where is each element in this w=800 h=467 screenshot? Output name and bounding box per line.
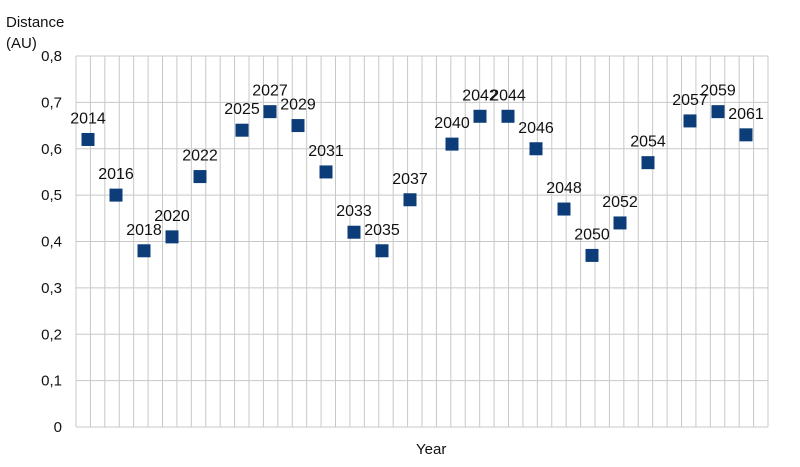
data-point	[81, 132, 95, 146]
data-point	[683, 114, 697, 128]
data-label: 2040	[434, 115, 470, 132]
data-label: 2025	[224, 101, 260, 118]
data-point	[403, 193, 417, 207]
data-label: 2027	[252, 83, 288, 100]
data-points	[81, 105, 753, 262]
data-label: 2057	[672, 92, 708, 109]
data-point	[109, 188, 123, 202]
y-axis-title-line-2: (AU)	[6, 35, 37, 52]
y-axis-title: Distance (AU)	[6, 12, 64, 54]
data-point	[529, 142, 543, 156]
y-tick-label: 0,4	[41, 234, 62, 251]
y-tick-label: 0,6	[41, 141, 62, 158]
data-label: 2020	[154, 208, 190, 225]
data-label: 2037	[392, 171, 428, 188]
data-label: 2029	[280, 97, 316, 114]
x-axis-title: Year	[416, 441, 447, 458]
data-label: 2022	[182, 148, 218, 165]
data-label: 2050	[574, 226, 610, 243]
data-point	[193, 170, 207, 184]
data-label: 2044	[490, 87, 526, 104]
y-tick-label: 0,5	[41, 187, 62, 204]
data-label: 2016	[98, 166, 134, 183]
grid	[75, 55, 769, 428]
data-point	[319, 165, 333, 179]
data-label: 2035	[364, 222, 400, 239]
data-label: 2033	[336, 203, 372, 220]
data-point	[291, 119, 305, 133]
y-axis-title-line-1: Distance	[6, 14, 65, 31]
data-point	[739, 128, 753, 142]
data-point	[263, 105, 277, 119]
data-label: 2018	[126, 222, 162, 239]
data-label: 2046	[518, 120, 554, 137]
data-point	[641, 156, 655, 170]
data-point	[165, 230, 179, 244]
data-point	[347, 225, 361, 239]
data-point	[613, 216, 627, 230]
data-point	[235, 123, 249, 137]
data-label: 2052	[602, 194, 638, 211]
y-tick-label: 0	[54, 419, 62, 436]
data-label: 2014	[70, 110, 106, 127]
data-label: 2059	[700, 83, 736, 100]
data-point	[501, 109, 515, 123]
data-label: 2048	[546, 180, 582, 197]
y-tick-label: 0,2	[41, 326, 62, 343]
y-tick-label: 0,8	[41, 48, 62, 65]
data-point	[375, 244, 389, 258]
data-label: 2031	[308, 143, 344, 160]
data-point	[137, 244, 151, 258]
y-tick-labels: 0 0,1 0,2 0,3 0,4 0,5 0,6 0,7 0,8	[41, 48, 62, 436]
data-point	[711, 105, 725, 119]
data-label: 2054	[630, 134, 666, 151]
y-tick-label: 0,1	[41, 373, 62, 390]
data-point	[445, 137, 459, 151]
y-tick-label: 0,7	[41, 94, 62, 111]
data-point	[557, 202, 571, 216]
data-label: 2061	[728, 106, 764, 123]
data-point	[585, 248, 599, 262]
data-label: 2042	[462, 87, 498, 104]
y-tick-label: 0,3	[41, 280, 62, 297]
data-point	[473, 109, 487, 123]
